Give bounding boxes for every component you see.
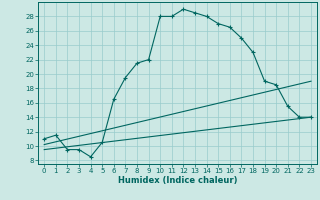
X-axis label: Humidex (Indice chaleur): Humidex (Indice chaleur) (118, 176, 237, 185)
